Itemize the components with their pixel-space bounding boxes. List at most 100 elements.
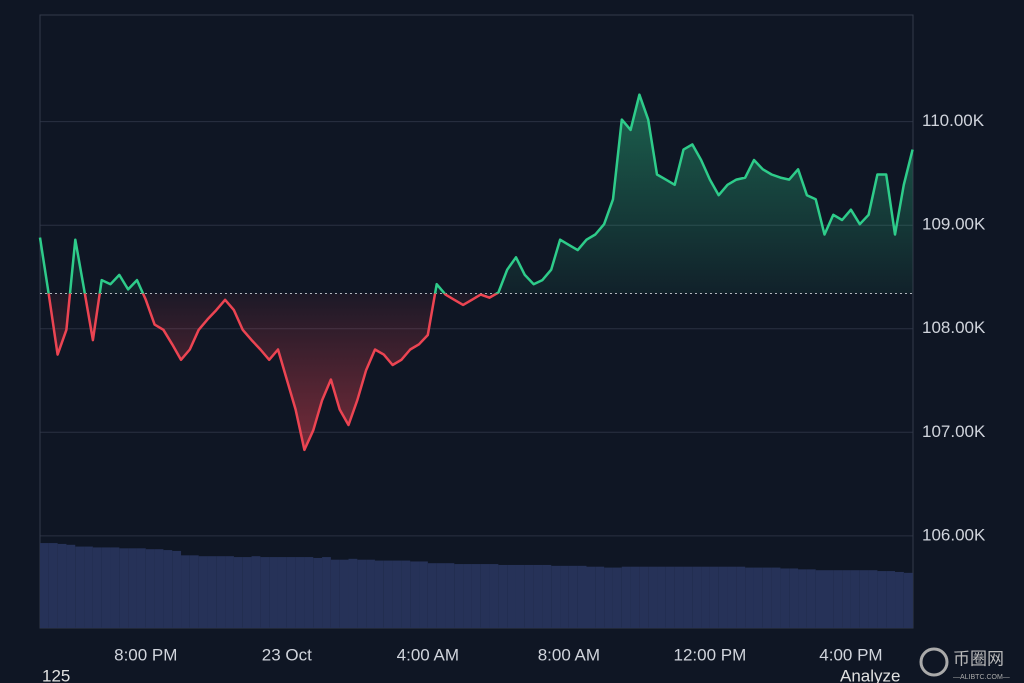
volume-bar: [66, 544, 76, 628]
volume-bar: [154, 549, 164, 628]
volume-bar: [903, 572, 913, 628]
volume-bar: [886, 571, 896, 628]
volume-bar: [119, 548, 129, 628]
volume-bar: [727, 566, 737, 628]
volume-bar: [753, 567, 763, 628]
x-tick-label: 8:00 PM: [114, 645, 177, 664]
price-area: [40, 94, 913, 450]
volume-bar: [824, 570, 834, 628]
watermark-main: 币圈网: [953, 649, 1004, 668]
volume-bar: [868, 570, 878, 628]
x-tick-label: 4:00 AM: [397, 645, 459, 664]
volume-bar: [216, 556, 226, 628]
volume-bar: [498, 564, 508, 628]
volume-bar: [762, 567, 772, 628]
watermark-sub: —ALIBTC.COM—: [953, 674, 1010, 681]
volume-bar: [40, 543, 49, 628]
volume-bar: [718, 566, 728, 628]
volume-bar: [471, 564, 481, 628]
volume-bar: [75, 546, 85, 628]
y-tick-label: 110.00K: [922, 111, 985, 130]
volume-bar: [322, 557, 331, 628]
volume-bar: [163, 550, 173, 628]
volume-bar: [709, 566, 719, 628]
volume-bar: [798, 569, 807, 628]
volume-bar: [877, 571, 887, 628]
price-line: [38, 93, 914, 452]
volume-bar: [366, 559, 375, 628]
x-tick-label: 23 Oct: [262, 645, 312, 664]
volume-bar: [524, 564, 534, 628]
y-tick-label: 108.00K: [922, 318, 986, 337]
volume-bar: [612, 567, 622, 628]
volume-bar: [815, 570, 825, 628]
volume-bar: [515, 564, 525, 628]
watermark-logo: [919, 647, 949, 677]
volume-bar: [313, 557, 323, 628]
volume-bar: [136, 548, 146, 628]
volume-bar: [771, 567, 781, 628]
volume-bar: [101, 547, 111, 628]
volume-bar: [639, 566, 649, 628]
volume-bar: [507, 564, 516, 628]
volume-bar: [348, 558, 358, 628]
volume-bar: [833, 570, 843, 628]
y-tick-label: 109.00K: [922, 215, 986, 234]
volume-bar: [207, 556, 217, 628]
x-tick-label: 8:00 AM: [538, 645, 600, 664]
volume-bar: [401, 560, 411, 628]
volume-bar: [674, 566, 684, 628]
volume-bar: [295, 557, 305, 628]
footer-left: 125: [42, 666, 70, 683]
volume-bar: [621, 566, 631, 628]
volume-bar: [463, 564, 472, 628]
volume-bar: [850, 570, 860, 628]
volume-bar: [489, 564, 499, 628]
volume-bar: [383, 560, 393, 628]
volume-bar: [736, 566, 746, 628]
volume-bar: [48, 543, 58, 628]
volume-bar: [568, 565, 578, 628]
volume-bar: [454, 564, 464, 628]
volume-bar: [330, 559, 340, 628]
volume-bar: [436, 563, 446, 628]
volume-bar: [789, 568, 799, 628]
volume-bar: [189, 555, 199, 628]
y-tick-label: 107.00K: [922, 422, 986, 441]
volume-bar: [357, 559, 367, 628]
volume-bar: [427, 563, 437, 628]
volume-bar: [745, 567, 754, 628]
volume-bar: [374, 560, 384, 628]
footer-right: Analyze: [840, 666, 900, 683]
volume-bar: [277, 557, 287, 628]
volume-bar: [586, 566, 596, 628]
volume-bar: [692, 566, 702, 628]
volume-bar: [172, 550, 182, 628]
volume-bar: [551, 565, 561, 628]
volume-bar: [683, 566, 693, 628]
volume-bar: [242, 557, 252, 628]
volume-bar: [859, 570, 869, 628]
volume-bar: [895, 571, 904, 628]
volume-bar: [260, 557, 270, 628]
x-tick-label: 12:00 PM: [674, 645, 747, 664]
y-tick-label: 106.00K: [922, 525, 986, 544]
volume-bar: [630, 566, 640, 628]
volume-bar: [533, 564, 543, 628]
volume-bar: [304, 557, 314, 628]
volume-bar: [181, 555, 190, 628]
volume-bar: [648, 566, 658, 628]
volume-bar: [251, 556, 261, 628]
volume-bar: [57, 543, 67, 628]
volume-bar: [701, 566, 710, 628]
volume-bar: [577, 565, 587, 628]
volume-bar: [198, 556, 208, 628]
volume-bar: [392, 560, 402, 628]
volume-bar: [233, 557, 243, 628]
x-tick-label: 4:00 PM: [819, 645, 882, 664]
volume-bar: [806, 569, 816, 628]
volume-bar: [269, 557, 278, 628]
volume-bar: [286, 557, 296, 628]
volume-bar: [419, 561, 428, 628]
